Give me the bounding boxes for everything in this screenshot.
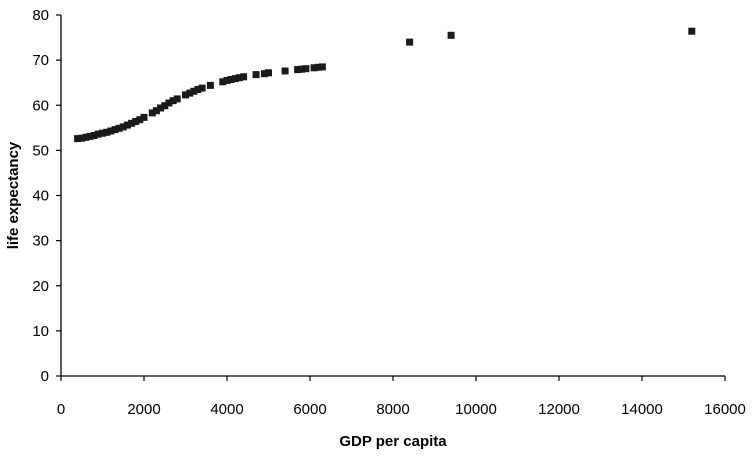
data-point <box>406 38 414 46</box>
x-axis-title: GDP per capita <box>339 433 447 450</box>
x-tick-label: 4000 <box>210 401 243 418</box>
data-point <box>260 70 268 78</box>
data-points <box>74 27 696 143</box>
data-point <box>169 97 177 105</box>
y-tick-label: 20 <box>32 278 49 295</box>
data-point <box>140 113 148 121</box>
data-point <box>190 87 198 95</box>
data-point <box>111 126 119 134</box>
data-point <box>173 95 181 103</box>
data-point <box>198 84 206 92</box>
data-point <box>107 127 115 135</box>
data-point <box>235 74 243 82</box>
data-point <box>86 132 94 140</box>
data-point <box>78 134 86 142</box>
data-point <box>115 124 123 132</box>
y-tick-label: 40 <box>32 188 49 205</box>
y-tick-label: 0 <box>41 368 49 385</box>
data-point <box>281 67 289 75</box>
y-tick-label: 60 <box>32 97 49 114</box>
data-point <box>298 65 306 73</box>
y-axis-ticks: 0 10 20 30 40 50 60 70 80 <box>32 7 61 385</box>
data-point <box>310 64 318 72</box>
data-point <box>227 76 235 83</box>
x-axis-ticks: 0 2000 4000 6000 8000 10000 12000 14000 16000 <box>57 376 746 418</box>
data-point <box>119 123 127 131</box>
y-tick-label: 50 <box>32 142 49 159</box>
data-point <box>219 78 227 86</box>
data-point <box>161 102 169 110</box>
data-point <box>265 69 272 77</box>
data-point <box>128 119 136 127</box>
x-tick-label: 16000 <box>704 401 746 418</box>
x-tick-label: 8000 <box>376 401 409 418</box>
y-axis-title: life expectancy <box>5 141 22 249</box>
y-tick-label: 80 <box>32 7 49 24</box>
data-point <box>318 63 326 71</box>
data-point <box>314 63 322 71</box>
data-point <box>688 27 696 35</box>
data-point <box>82 133 90 141</box>
data-point <box>152 107 160 115</box>
data-point <box>99 129 106 137</box>
data-point <box>231 75 239 83</box>
data-point <box>90 132 98 139</box>
data-point <box>136 116 144 124</box>
data-point <box>94 130 102 138</box>
data-point <box>165 99 173 107</box>
x-tick-label: 12000 <box>538 401 580 418</box>
data-point <box>447 31 455 39</box>
data-point <box>194 86 202 93</box>
data-point <box>186 89 194 97</box>
data-point <box>206 81 214 89</box>
data-point <box>182 91 189 99</box>
data-point <box>148 109 156 117</box>
x-tick-label: 10000 <box>455 401 497 418</box>
data-point <box>240 73 248 81</box>
x-tick-label: 14000 <box>621 401 663 418</box>
data-point <box>223 76 231 84</box>
y-tick-label: 30 <box>32 233 49 250</box>
x-tick-label: 0 <box>57 401 65 418</box>
data-point <box>123 121 131 129</box>
y-tick-label: 70 <box>32 52 49 69</box>
data-point <box>103 128 111 136</box>
data-point <box>157 104 165 112</box>
x-tick-label: 6000 <box>293 401 326 418</box>
data-point <box>294 66 302 74</box>
x-tick-label: 2000 <box>127 401 160 418</box>
data-point <box>132 118 140 125</box>
y-tick-label: 10 <box>32 323 49 340</box>
data-point <box>74 135 82 143</box>
data-point <box>252 71 260 79</box>
data-point <box>302 65 310 73</box>
